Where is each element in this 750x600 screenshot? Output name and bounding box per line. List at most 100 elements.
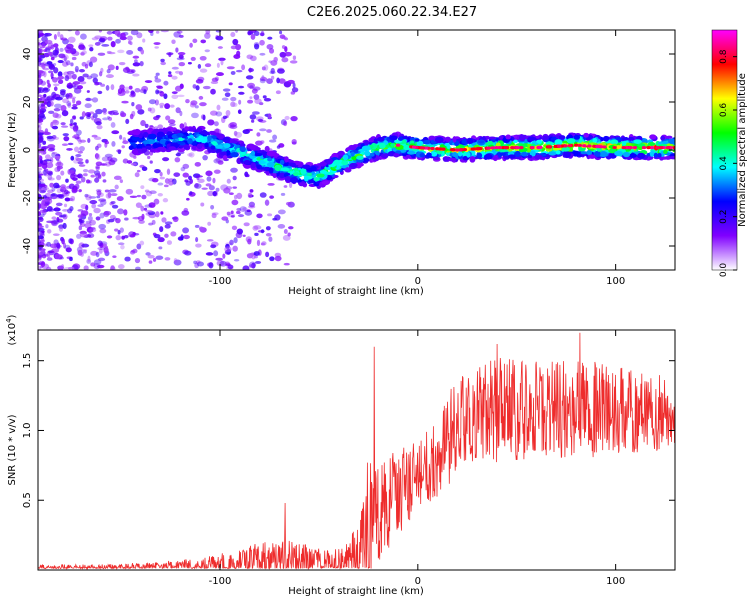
spectrogram-noise-point	[71, 73, 77, 80]
spectrogram-noise-point	[184, 250, 192, 256]
spectrogram-signal-point	[142, 140, 150, 145]
spectrogram-x-ticks: -100 0 100	[209, 30, 625, 287]
spectrogram-noise-point	[195, 243, 202, 248]
spectrogram-noise-point	[153, 116, 160, 121]
spectrogram-noise-point	[112, 112, 119, 116]
spectrogram-noise-point	[97, 204, 104, 208]
spectrogram-noise-point	[289, 60, 298, 64]
spectrogram-noise-point	[194, 161, 201, 167]
spectrogram-noise-point	[74, 30, 80, 36]
spectrogram-noise-point	[107, 218, 115, 223]
spectrogram-noise-point	[199, 226, 204, 231]
spectrogram-signal-point	[452, 136, 457, 143]
spectrogram-noise-point	[199, 102, 207, 107]
spectrogram-signal-point	[442, 156, 449, 162]
spectrogram-noise-point	[72, 103, 78, 107]
spectrogram-noise-point	[104, 189, 110, 193]
spectrogram-noise-point	[94, 172, 102, 179]
spectrogram-signal-point	[210, 145, 216, 150]
spectrogram-noise-point	[145, 209, 153, 213]
spectrogram-noise-point	[176, 30, 183, 34]
spectrogram-noise-point	[67, 36, 76, 43]
spectrogram-noise-point	[108, 116, 113, 121]
spectrogram-signal-point	[289, 176, 299, 184]
spectrogram-signal-point	[558, 135, 566, 140]
spectrogram-signal-point	[267, 157, 273, 162]
spectrogram-marks	[38, 30, 675, 270]
spectrogram-noise-point	[189, 102, 196, 108]
spectrogram-noise-point	[115, 38, 121, 44]
spectrogram-noise-point	[142, 38, 146, 43]
spectrogram-signal-point	[281, 167, 290, 172]
spectrogram-signal-point	[483, 153, 493, 160]
spectrogram-signal-point	[586, 150, 593, 156]
snr-y-ticks: 0.5 1.0 1.5	[22, 353, 675, 508]
spectrogram-noise-point	[160, 211, 164, 215]
spectrogram-signal-point	[512, 139, 519, 144]
spectrogram-signal-point	[627, 136, 635, 141]
spectrogram-peak-point	[577, 143, 583, 148]
spectrogram-signal-point	[349, 145, 357, 151]
spectrogram-noise-point	[51, 216, 57, 220]
spectrogram-noise-point	[82, 168, 89, 173]
spectrogram-noise-point	[164, 233, 169, 238]
spectrogram-noise-point	[263, 97, 272, 102]
spectrogram-noise-point	[221, 216, 229, 221]
spectrogram-noise-point	[182, 163, 190, 169]
spectrogram-noise-point	[136, 243, 142, 250]
spectrogram-noise-point	[235, 44, 242, 51]
spectrogram-noise-point	[55, 202, 63, 207]
spectrogram-noise-point	[77, 249, 83, 256]
spectrogram-noise-point	[72, 135, 76, 139]
spectrogram-noise-point	[39, 30, 43, 34]
spectrogram-signal-point	[433, 156, 440, 161]
spectrogram-noise-point	[159, 171, 163, 177]
spectrogram-noise-point	[191, 112, 199, 119]
spectrogram-signal-point	[292, 172, 300, 177]
spectrogram-noise-point	[259, 128, 267, 132]
spectrogram-noise-point	[175, 47, 179, 53]
spectrogram-noise-point	[120, 112, 127, 118]
spectrogram-signal-point	[386, 152, 396, 157]
spectrogram-noise-point	[95, 153, 101, 160]
spectrogram-noise-point	[247, 238, 252, 245]
spectrogram-noise-point	[38, 52, 44, 57]
spectrogram-noise-point	[213, 250, 219, 257]
spectrogram-noise-point	[105, 192, 112, 199]
spectrogram-noise-point	[92, 112, 98, 119]
spectrogram-noise-point	[63, 136, 70, 142]
spectrogram-noise-point	[87, 137, 91, 144]
spectrogram-peak-point	[641, 146, 647, 150]
spectrogram-noise-point	[145, 190, 153, 197]
spectrogram-peak-point	[567, 143, 573, 148]
spectrogram-noise-point	[57, 60, 64, 64]
spectrogram-noise-point	[71, 106, 78, 110]
spectrogram-signal-point	[278, 172, 286, 179]
spectrogram-noise-point	[40, 80, 47, 86]
spectrogram-noise-point	[254, 140, 263, 146]
spectrogram-signal-point	[534, 154, 543, 160]
spectrogram-noise-point	[249, 189, 254, 193]
spectrogram-noise-point	[154, 46, 159, 49]
spectrogram-noise-point	[38, 249, 45, 256]
spectrogram-signal-point	[302, 164, 311, 169]
spectrogram-peak-point	[458, 148, 463, 152]
spectrogram-signal-point	[326, 158, 334, 165]
spectrogram-noise-point	[230, 32, 236, 38]
spectrogram-noise-point	[87, 255, 91, 262]
spectrogram-noise-point	[71, 188, 78, 193]
spectrogram-signal-point	[614, 150, 623, 157]
spectrogram-noise-point	[260, 229, 265, 234]
spectrogram-noise-point	[38, 256, 42, 261]
spectrogram-peak-point	[515, 146, 520, 150]
spectrogram-noise-point	[129, 93, 136, 98]
spectrogram-noise-point	[41, 64, 46, 69]
spectrogram-signal-point	[376, 136, 385, 142]
spectrogram-noise-point	[50, 72, 54, 78]
spectrogram-noise-point	[38, 121, 43, 126]
spectrogram-signal-point	[311, 166, 317, 172]
x-tick-label: 0	[415, 276, 421, 287]
spectrogram-signal-point	[668, 138, 675, 145]
spectrogram-noise-point	[291, 87, 299, 93]
